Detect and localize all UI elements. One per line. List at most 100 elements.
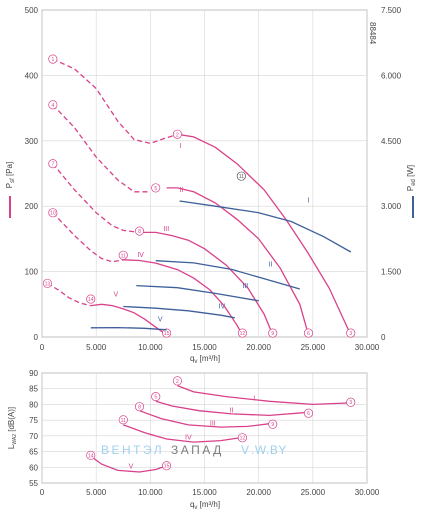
label-main: q [190, 354, 194, 363]
curve-point-marker [346, 328, 356, 338]
upper-y-right-tick-label: 1.500 [381, 268, 402, 277]
curve-point-marker-label: 6 [307, 411, 310, 417]
curve-point-marker-label: 11 [121, 253, 126, 259]
curve-point-marker [118, 415, 128, 425]
upper-y-right-axis-label: Ped [W] [406, 165, 417, 191]
curve-point-marker-label: 14 [88, 297, 94, 303]
lower-x-tick-label: 30.000 [355, 488, 380, 497]
upper-x-tick-label: 20.000 [246, 343, 271, 352]
upper-y-right-tick-label: 3.000 [381, 202, 402, 211]
label-unit: [W] [406, 165, 415, 179]
curve-point-marker-label: 3 [349, 400, 352, 406]
watermark-part-2: ЗАПАД [171, 443, 224, 457]
power-curve [136, 284, 259, 302]
sound-level-curve-label: I [253, 396, 255, 403]
upper-y-right-tick-label: 0 [381, 333, 386, 342]
upper-y-left-tick-label: 400 [25, 71, 39, 80]
label-main: P [5, 183, 14, 188]
sound-level-curve [139, 410, 273, 428]
watermark-part-3: V [241, 443, 252, 457]
curve-point-marker [268, 419, 278, 429]
curve-point-marker-label: 11 [239, 174, 244, 180]
curve-point-marker-label: 14 [88, 453, 94, 459]
pressure-curve-label: I [180, 143, 182, 150]
curve-point-marker-label: 7 [51, 162, 54, 168]
curve-point-marker-label: 8 [138, 229, 141, 235]
pressure-curve [166, 187, 310, 336]
lower-y-tick-label: 90 [29, 369, 38, 378]
upper-y-right-tick-label: 7.500 [381, 6, 402, 15]
curve-point-marker [237, 328, 247, 338]
upper-y-left-tick-label: 200 [25, 202, 39, 211]
label-sub: sf [10, 178, 16, 183]
curve-point-marker [86, 450, 96, 460]
upper-x-tick-label: 0 [40, 343, 45, 352]
upper-y-left-tick-label: 500 [25, 6, 39, 15]
curve-point-marker [172, 376, 182, 386]
curve-point-marker-label: 9 [271, 422, 274, 428]
power-curve [179, 200, 352, 253]
upper-x-tick-label: 5.000 [86, 343, 107, 352]
power-curve-label: I [307, 198, 309, 205]
curve-point-marker [172, 129, 182, 139]
pressure-curve-dashed [47, 282, 91, 307]
sound-level-curve [123, 424, 243, 443]
curve-point-marker [118, 250, 128, 260]
pressure-curve-label: II [180, 187, 184, 194]
watermark-part-4: .W.BY [251, 443, 287, 457]
power-curve-label: IV [219, 304, 226, 311]
pressure-curve [90, 303, 167, 336]
lower-x-tick-label: 15.000 [192, 488, 217, 497]
pressure-curve [139, 231, 274, 336]
lower-x-tick-label: 20.000 [246, 488, 271, 497]
curve-point-marker [86, 294, 96, 304]
curve-point-marker-label: 15 [164, 331, 170, 337]
power-curve [155, 260, 300, 290]
power-curve-label: II [268, 261, 272, 268]
pressure-curve [123, 259, 243, 336]
lower-x-tick-label: 10.000 [138, 488, 163, 497]
upper-y-left-tick-label: 0 [34, 333, 39, 342]
curve-point-marker [42, 278, 52, 288]
watermark-part-1: ВЕНТЭЛ [101, 443, 164, 457]
sound-level-curve-label: IV [185, 434, 192, 441]
power-curve [123, 305, 235, 319]
upper-y-left-axis-label-text: Psf [Pa] [5, 162, 16, 188]
curve-point-marker-label: 2 [176, 379, 179, 385]
label-sub: v [194, 505, 197, 511]
curve-point-marker [268, 328, 278, 338]
curve-point-marker-label: 12 [240, 331, 246, 337]
pressure-curve-dashed [52, 163, 140, 234]
upper-plot-series: I123II456III789IV101112V131415IIIIIIIVV1… [42, 54, 356, 338]
label-sub: WA2 [12, 434, 18, 445]
sound-level-curve [90, 455, 167, 473]
curve-point-marker [346, 397, 356, 407]
upper-y-right-axis-label-text: Ped [W] [406, 165, 417, 191]
curve-point-marker-label: 3 [349, 331, 352, 337]
lower-y-axis-label: LWA2 [dB(A)] [7, 407, 18, 449]
sound-level-curve-label: II [229, 407, 233, 414]
curve-point-marker [151, 183, 161, 193]
upper-x-tick-label: 30.000 [355, 343, 380, 352]
curve-point-marker [303, 328, 314, 338]
curve-point-marker [237, 433, 247, 443]
upper-x-tick-label: 25.000 [301, 343, 326, 352]
curve-point-marker [48, 208, 58, 218]
upper-y-left-tick-label: 300 [25, 137, 39, 146]
lower-y-tick-label: 60 [29, 463, 38, 472]
curve-point-marker [134, 402, 145, 412]
lower-x-tick-label: 5.000 [86, 488, 107, 497]
curve-point-marker-label: 5 [154, 186, 157, 192]
pressure-curve-label: V [114, 291, 119, 298]
curve-point-marker-label: 10 [50, 211, 56, 217]
curve-point-marker [162, 461, 172, 471]
label-sub: ed [411, 179, 417, 186]
curve-point-marker [151, 392, 161, 402]
label-unit: [m³/h] [197, 500, 220, 509]
curve-point-marker-label: 11 [121, 418, 126, 424]
curve-point-marker-label: 15 [164, 464, 170, 470]
pressure-curve-dashed [52, 104, 151, 193]
curve-point-marker-label: 1 [51, 57, 54, 63]
